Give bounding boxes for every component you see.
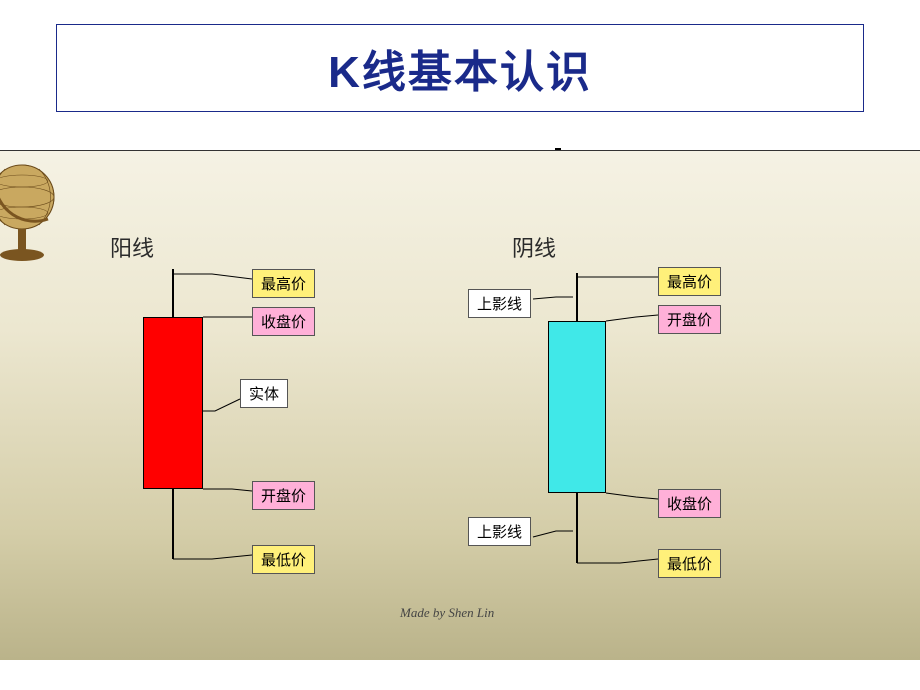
yin-label-upper-shadow-1: 上影线 [468, 289, 531, 318]
credit-text: Made by Shen Lin [400, 605, 494, 621]
title-box: K线基本认识 [56, 24, 864, 112]
yin-connectors [0, 151, 920, 661]
yin-label-open: 开盘价 [658, 305, 721, 334]
page-title: K线基本认识 [328, 36, 592, 100]
yin-label-high: 最高价 [658, 267, 721, 296]
yin-label-upper-shadow-2: 上影线 [468, 517, 531, 546]
diagram-area: 阳线 最高价 收盘价 实体 开盘价 最低价 阴线 最高价 开盘价 收盘价 最低价… [0, 150, 920, 660]
yin-label-low: 最低价 [658, 549, 721, 578]
yin-label-close: 收盘价 [658, 489, 721, 518]
